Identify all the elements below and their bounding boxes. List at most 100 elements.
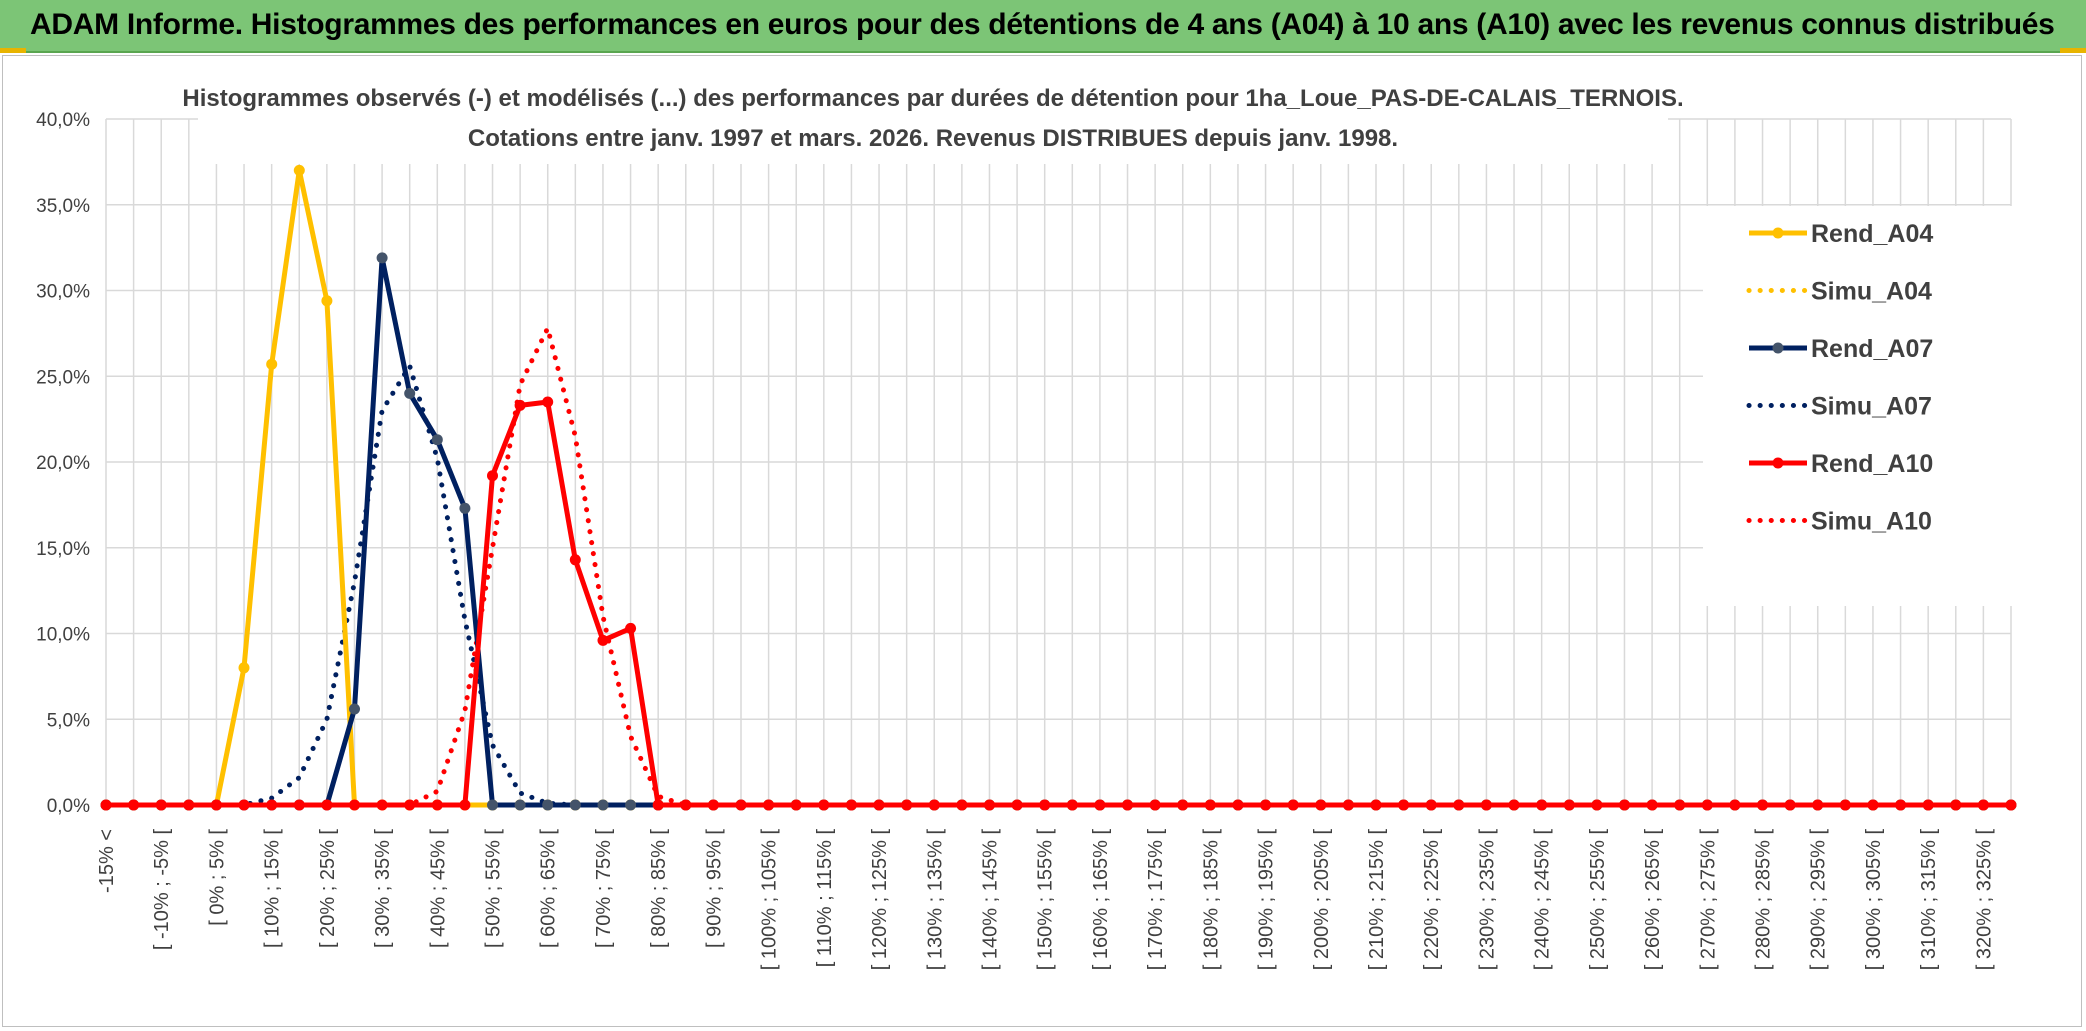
data-point-rend-a04 [321, 295, 333, 307]
data-point-rend-a07 [487, 799, 498, 811]
y-tick-label: 15,0% [36, 539, 90, 560]
x-tick-label: [ 190% ; 195% [ [1256, 829, 1278, 971]
y-axis: 0,0% 5,0% 10,0% 15,0% 20,0% 25,0% 30,0% 35,0% 40… [36, 110, 90, 817]
x-tick-label: [ 150% ; 155% [ [1035, 829, 1057, 971]
data-point-rend-a07 [404, 387, 416, 399]
x-tick-label: [ 40% ; 45% [ [427, 829, 449, 948]
x-tick-label: [ 20% ; 25% [ [317, 829, 339, 948]
data-point-rend-a10 [956, 799, 968, 811]
data-point-rend-a10 [735, 799, 747, 811]
x-tick-label: [ 200% ; 205% [ [1311, 829, 1333, 971]
data-point-rend-a10 [1425, 799, 1437, 811]
data-point-rend-a07 [459, 502, 471, 514]
data-point-rend-a10 [652, 799, 664, 811]
y-tick-label: 10,0% [36, 625, 90, 646]
x-tick-label: [ 50% ; 55% [ [483, 829, 505, 948]
header-corner-left [0, 48, 26, 53]
x-tick-label: [ 270% ; 275% [ [1697, 829, 1719, 971]
histogram-chart: 0,0% 5,0% 10,0% 15,0% 20,0% 25,0% 30,0% 35,0% 40… [36, 76, 2017, 971]
legend-label-simu-a07: Simu_A07 [1811, 393, 1932, 421]
x-tick-label: [ 10% ; 15% [ [262, 829, 284, 948]
chart-title: Histogrammes observés (-) et modélisés (… [182, 85, 1683, 112]
x-tick-label: [ 300% ; 305% [ [1863, 829, 1885, 971]
data-point-rend-a07 [625, 799, 637, 811]
y-tick-label: 40,0% [36, 110, 90, 131]
x-tick-label: [ 250% ; 255% [ [1587, 829, 1609, 971]
data-point-rend-a10 [707, 799, 719, 811]
data-point-rend-a10 [1508, 799, 1520, 811]
header-corner-right [2060, 48, 2086, 53]
y-tick-label: 20,0% [36, 453, 90, 474]
x-tick-label: [ 210% ; 215% [ [1366, 829, 1388, 971]
data-point-rend-a10 [1867, 799, 1879, 811]
data-point-rend-a10 [1149, 799, 1161, 811]
data-point-rend-a07 [349, 703, 360, 715]
data-point-rend-a10 [597, 634, 609, 646]
data-point-rend-a10 [1950, 799, 1962, 811]
data-point-rend-a10 [1260, 799, 1272, 811]
legend-marker-rend-a04 [1772, 227, 1784, 239]
x-tick-label: [ -10% ; -5% [ [151, 829, 173, 951]
x-tick-label: [ 220% ; 225% [ [1421, 829, 1443, 971]
data-point-rend-a10 [1701, 799, 1713, 811]
data-point-rend-a10 [210, 799, 222, 811]
y-tick-label: 30,0% [36, 282, 90, 303]
data-point-rend-a07 [542, 799, 554, 811]
y-tick-label: 25,0% [36, 367, 90, 388]
data-point-rend-a10 [1619, 799, 1630, 811]
data-point-rend-a10 [376, 799, 388, 811]
data-point-rend-a10 [1453, 799, 1465, 811]
x-tick-label: [ 160% ; 165% [ [1090, 829, 1112, 971]
data-point-rend-a10 [1315, 799, 1327, 811]
data-point-rend-a10 [1370, 799, 1382, 811]
data-point-rend-a10 [1287, 799, 1299, 811]
legend: Rend_A04 Simu_A04 Rend_A07 Simu_A07 Rend_A10… [1703, 206, 2013, 606]
data-point-rend-a07 [569, 799, 581, 811]
data-point-rend-a10 [1066, 799, 1078, 811]
report-title: ADAM Informe. Histogrammes des performan… [30, 8, 2055, 41]
data-point-rend-a10 [680, 799, 692, 811]
data-point-rend-a10 [100, 799, 112, 811]
data-point-rend-a10 [818, 799, 830, 811]
data-point-rend-a07 [431, 434, 443, 446]
data-point-rend-a10 [1563, 799, 1575, 811]
y-tick-label: 0,0% [47, 796, 90, 817]
chart-frame: 0,0% 5,0% 10,0% 15,0% 20,0% 25,0% 30,0% 35,0% 40… [2, 55, 2082, 1027]
data-point-rend-a10 [1536, 799, 1548, 811]
data-point-rend-a10 [569, 554, 581, 566]
data-point-rend-a10 [321, 799, 333, 811]
data-point-rend-a10 [790, 799, 802, 811]
data-point-rend-a10 [1646, 799, 1658, 811]
data-point-rend-a04 [266, 358, 278, 370]
data-point-rend-a10 [266, 799, 278, 811]
data-point-rend-a10 [984, 799, 995, 811]
x-tick-label: [ 170% ; 175% [ [1145, 829, 1167, 971]
y-tick-label: 5,0% [47, 710, 90, 731]
x-tick-label: [ 80% ; 85% [ [648, 829, 670, 948]
data-point-rend-a10 [1591, 799, 1603, 811]
data-point-rend-a10 [1177, 799, 1189, 811]
x-tick-label: [ 280% ; 285% [ [1753, 829, 1775, 971]
data-point-rend-a10 [1784, 799, 1796, 811]
legend-label-rend-a10: Rend_A10 [1811, 450, 1933, 478]
data-point-rend-a10 [1674, 799, 1686, 811]
data-point-rend-a07 [514, 799, 526, 811]
data-point-rend-a10 [431, 799, 443, 811]
legend-background [1703, 206, 2013, 606]
data-point-rend-a07 [597, 799, 609, 811]
report-header: ADAM Informe. Histogrammes des performan… [0, 0, 2086, 53]
x-tick-label: [ 70% ; 75% [ [593, 829, 615, 948]
x-tick-label: [ 120% ; 125% [ [869, 829, 891, 971]
data-point-rend-a10 [293, 799, 305, 811]
data-point-rend-a10 [487, 470, 498, 482]
x-tick-label: [ 30% ; 35% [ [372, 829, 394, 948]
x-tick-label: [ 100% ; 105% [ [759, 829, 781, 971]
data-point-rend-a10 [928, 799, 940, 811]
x-axis: -15% < [ -10% ; -5% [[ 0% ; 5% [[ 10% ; 1… [96, 804, 2011, 971]
x-tick-label: [ 110% ; 115% [ [814, 829, 836, 968]
data-point-rend-a07 [376, 252, 388, 264]
data-point-rend-a10 [1204, 799, 1216, 811]
chart-subtitle: Cotations entre janv. 1997 et mars. 2026… [468, 125, 1398, 152]
data-point-rend-a04 [293, 164, 305, 176]
legend-label-rend-a04: Rend_A04 [1811, 220, 1933, 248]
